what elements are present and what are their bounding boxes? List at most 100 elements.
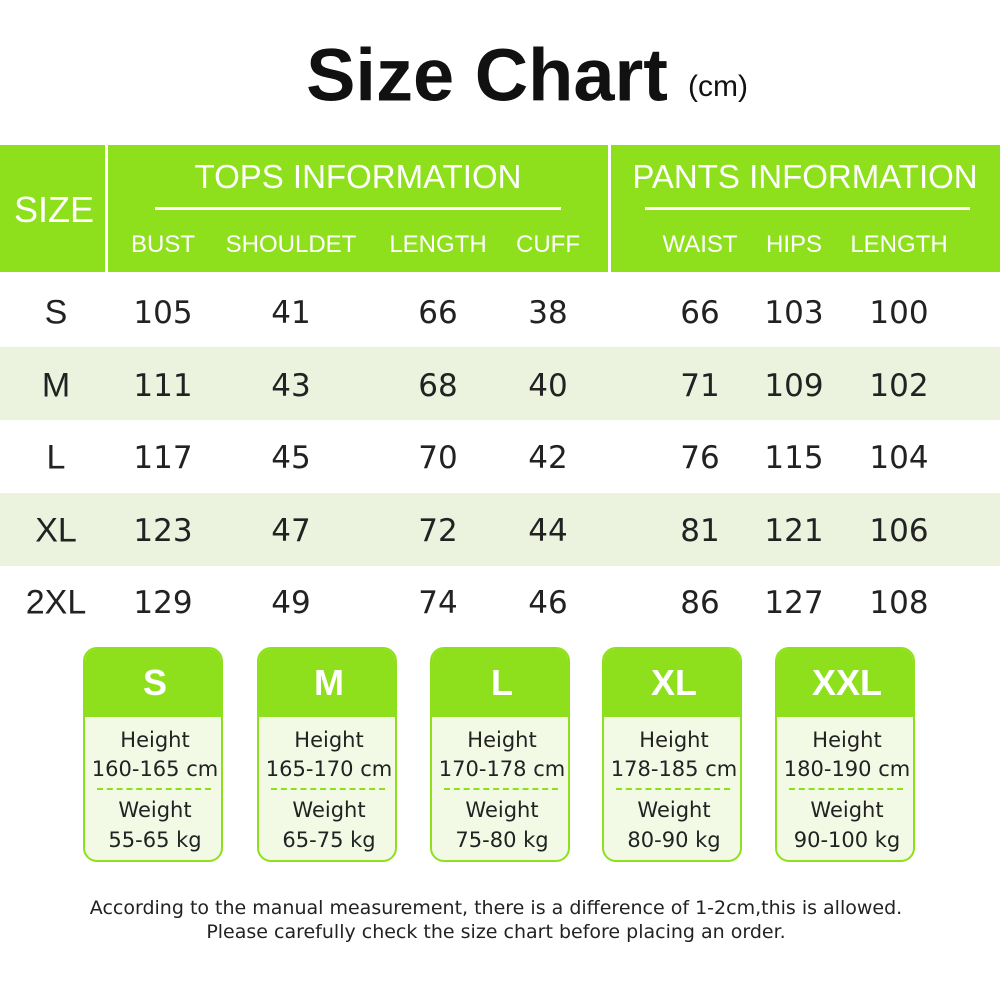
cell: 111: [133, 367, 193, 404]
column-header: LENGTH: [850, 231, 948, 258]
cell: 71: [680, 367, 720, 404]
size-card: M Height 165-170 cm Weight 65-75 kg: [257, 647, 397, 862]
cell: 43: [271, 367, 311, 404]
weight-label: Weight: [118, 798, 192, 822]
group-title: TOPS INFORMATION: [194, 158, 522, 195]
row-stripe: [0, 347, 1000, 420]
note: Please carefully check the size chart be…: [206, 921, 786, 943]
weight-value: 75-80 kg: [455, 828, 549, 852]
cell: 104: [869, 440, 929, 476]
cell: 46: [528, 585, 568, 621]
cell: 108: [869, 585, 929, 621]
cell: 70: [418, 440, 458, 476]
column-header: SHOULDET: [225, 231, 357, 258]
size-card: L Height 170-178 cm Weight 75-80 kg: [430, 647, 570, 862]
card-header: [432, 649, 568, 717]
size-card: XL Height 178-185 cm Weight 80-90 kg: [602, 647, 742, 862]
title: Size Chart: [306, 33, 668, 117]
height-value: 160-165 cm: [91, 757, 219, 781]
weight-label: Weight: [810, 798, 884, 822]
cell: 115: [764, 440, 824, 476]
weight-value: 90-100 kg: [793, 828, 901, 852]
size-header: SIZE: [13, 189, 95, 230]
divider: [105, 145, 108, 272]
separator: [616, 788, 730, 790]
height-label: Height: [120, 728, 190, 752]
column-header: HIPS: [765, 231, 823, 258]
size-cell: S: [44, 293, 68, 332]
cell: 102: [869, 367, 929, 404]
height-label: Height: [467, 728, 537, 752]
card-size: L: [491, 662, 513, 703]
cell: 109: [764, 367, 824, 404]
separator: [789, 788, 903, 790]
cell: 66: [418, 295, 458, 331]
card-size: S: [142, 662, 168, 703]
card-size: XL: [650, 662, 698, 703]
cell: 72: [418, 512, 458, 549]
cell: 74: [418, 585, 458, 621]
weight-value: 80-90 kg: [627, 828, 721, 852]
cell: 68: [418, 367, 458, 404]
height-label: Height: [294, 728, 364, 752]
cell: 127: [764, 585, 824, 621]
cell: 40: [528, 367, 568, 404]
cell: 41: [271, 295, 311, 331]
column-header: CUFF: [516, 231, 580, 258]
cell: 100: [869, 295, 929, 331]
cell: 49: [271, 585, 311, 621]
underline: [645, 207, 970, 210]
group-title: PANTS INFORMATION: [632, 158, 978, 195]
cell: 123: [133, 512, 193, 549]
cell: 103: [764, 295, 824, 331]
height-value: 180-190 cm: [783, 757, 911, 781]
weight-value: 65-75 kg: [282, 828, 376, 852]
cell: 76: [680, 440, 720, 476]
weight-label: Weight: [637, 798, 711, 822]
cell: 117: [133, 440, 193, 476]
separator: [271, 788, 385, 790]
column-header: WAIST: [662, 231, 738, 258]
cell: 129: [133, 585, 193, 621]
size-cell: 2XL: [25, 583, 87, 622]
cell: 44: [528, 512, 568, 549]
cell: 66: [680, 295, 720, 331]
divider: [608, 145, 611, 272]
card-header: [604, 649, 740, 717]
card-size: M: [314, 662, 344, 703]
underline: [155, 207, 561, 210]
column-header: BUST: [130, 231, 196, 258]
weight-label: Weight: [465, 798, 539, 822]
height-value: 165-170 cm: [265, 757, 393, 781]
card-header: [259, 649, 395, 717]
cell: 105: [133, 295, 193, 331]
unit: (cm): [688, 70, 748, 103]
height-label: Height: [812, 728, 882, 752]
size-card: XXL Height 180-190 cm Weight 90-100 kg: [775, 647, 915, 862]
cell: 121: [764, 512, 824, 549]
row-stripe: [0, 493, 1000, 566]
cell: 45: [271, 440, 311, 476]
height-value: 170-178 cm: [438, 757, 566, 781]
size-cell: M: [41, 366, 71, 404]
cell: 106: [869, 512, 929, 549]
size-cell: L: [46, 438, 66, 477]
cell: 42: [528, 440, 568, 476]
separator: [97, 788, 211, 790]
note: According to the manual measurement, the…: [89, 897, 903, 919]
cell: 47: [271, 512, 311, 549]
card-header: [777, 649, 913, 717]
card-header: [85, 649, 221, 717]
card-size: XXL: [811, 662, 883, 703]
weight-value: 55-65 kg: [108, 828, 202, 852]
size-card: S Height 160-165 cm Weight 55-65 kg: [83, 647, 223, 862]
size-cell: XL: [35, 511, 77, 549]
column-header: LENGTH: [389, 231, 487, 258]
height-label: Height: [639, 728, 709, 752]
cell: 38: [528, 295, 568, 331]
cell: 86: [680, 585, 720, 621]
cell: 81: [680, 512, 720, 549]
separator: [444, 788, 558, 790]
height-value: 178-185 cm: [610, 757, 738, 781]
